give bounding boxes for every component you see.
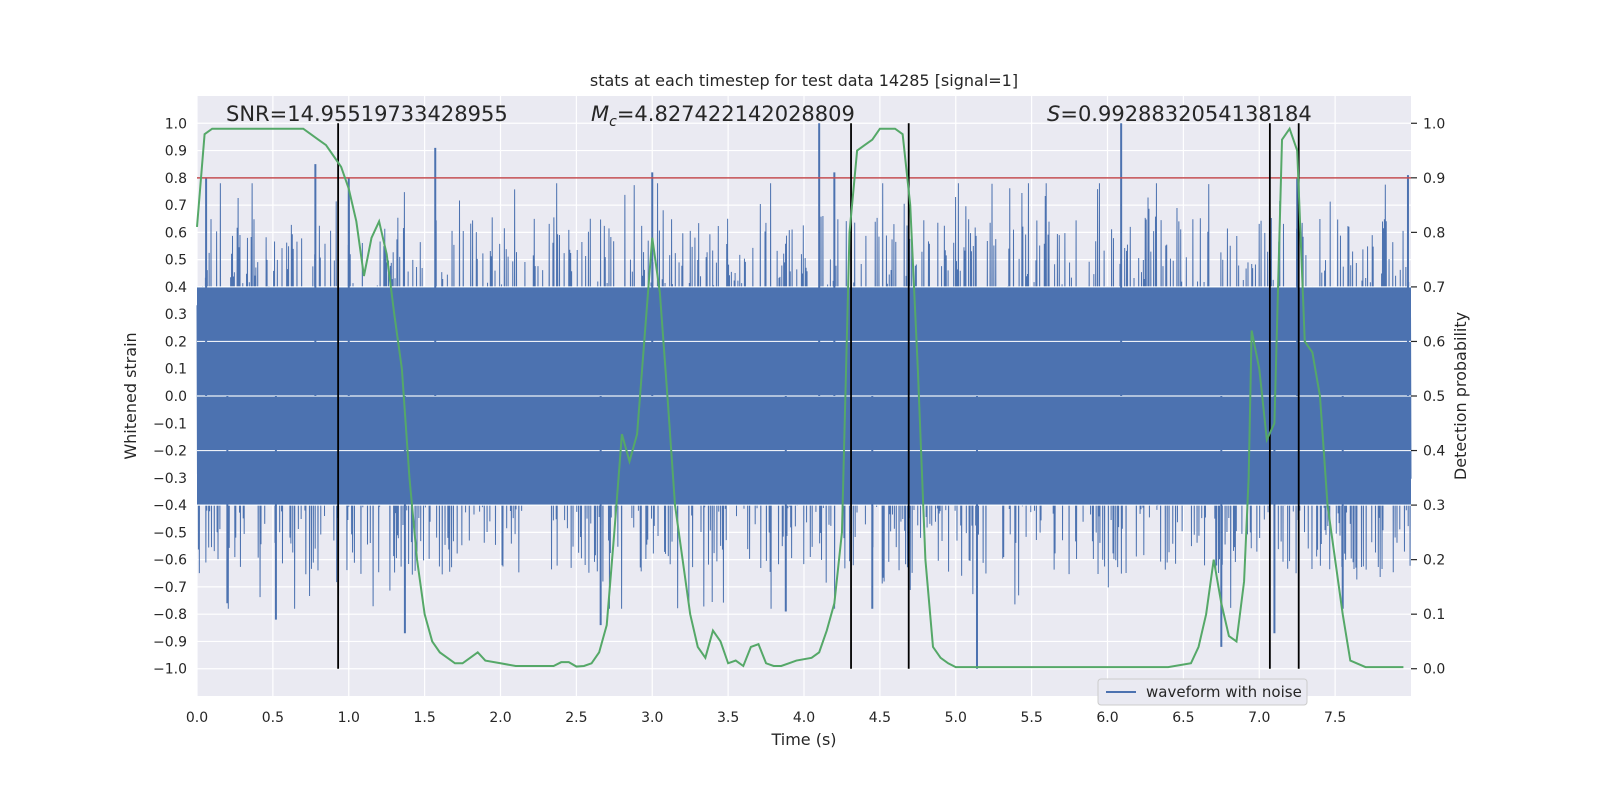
mc-value: =4.827422142028809 — [617, 102, 855, 126]
x-tick-label: 1.5 — [413, 710, 435, 726]
y-tick-label-left: −0.6 — [153, 553, 187, 569]
x-axis-title: Time (s) — [770, 730, 836, 749]
y-tick-label-right: 1.0 — [1423, 116, 1445, 132]
y-tick-label-left: −1.0 — [153, 662, 187, 678]
y-axis-title-left: Whitened strain — [121, 332, 140, 459]
x-tick-label: 0.0 — [186, 710, 208, 726]
x-tick-label: 1.0 — [338, 710, 360, 726]
y-tick-label-left: 0.5 — [165, 253, 187, 269]
y-tick-label-left: 0.0 — [165, 389, 187, 405]
x-tick-label: 3.5 — [717, 710, 739, 726]
y-tick-label-left: 0.9 — [165, 144, 187, 160]
x-tick-label: 3.0 — [641, 710, 663, 726]
detection-probability-line — [196, 126, 1404, 669]
mc-subscript: c — [609, 114, 617, 130]
y-tick-label-left: −0.3 — [153, 471, 187, 487]
x-tick-label: 7.5 — [1324, 710, 1346, 726]
plot-title: stats at each timestep for test data 142… — [590, 71, 1018, 90]
y-tick-label-left: 0.8 — [165, 171, 187, 187]
waveform-series — [196, 123, 1412, 669]
x-tick-label: 5.0 — [945, 710, 967, 726]
y-tick-label-right: 0.9 — [1423, 171, 1445, 187]
y-tick-label-left: 0.4 — [165, 280, 187, 296]
y-tick-label-left: −0.8 — [153, 607, 187, 623]
legend: waveform with noise — [1097, 678, 1308, 706]
y-tick-label-right: 0.2 — [1423, 553, 1445, 569]
x-tick-label: 5.5 — [1020, 710, 1042, 726]
legend-box — [1097, 678, 1308, 706]
y-tick-label-right: 0.6 — [1423, 334, 1445, 350]
x-tick-label: 6.5 — [1172, 710, 1194, 726]
y-tick-label-left: 0.2 — [165, 334, 187, 350]
x-tick-label: 2.5 — [565, 710, 587, 726]
x-tick-label: 7.0 — [1248, 710, 1270, 726]
y-tick-label-right: 0.0 — [1423, 662, 1445, 678]
y-tick-label-left: −0.1 — [153, 416, 187, 432]
y-tick-label-right: 0.1 — [1423, 607, 1445, 623]
y-tick-label-left: −0.5 — [153, 525, 187, 541]
y-tick-label-left: 0.7 — [165, 198, 187, 214]
y-tick-label-left: −0.2 — [153, 444, 187, 460]
y-tick-label-left: −0.9 — [153, 634, 187, 650]
s-value: =0.9928832054138184 — [1060, 102, 1311, 126]
x-tick-label: 0.5 — [262, 710, 284, 726]
x-tick-label: 2.0 — [489, 710, 511, 726]
y-tick-label-left: 0.1 — [165, 362, 187, 378]
y-tick-label-right: 0.8 — [1423, 225, 1445, 241]
x-tick-label: 4.0 — [793, 710, 815, 726]
x-tick-label: 6.0 — [1096, 710, 1118, 726]
y-tick-label-right: 0.5 — [1423, 389, 1445, 405]
snr-annotation: SNR=14.95519733428955 — [226, 102, 508, 126]
mc-annotation: Mc=4.827422142028809 — [591, 102, 855, 130]
y-tick-label-left: −0.4 — [153, 498, 187, 514]
y-tick-label-right: 0.3 — [1423, 498, 1445, 514]
legend-label: waveform with noise — [1146, 683, 1302, 701]
y-tick-label-left: 1.0 — [165, 116, 187, 132]
x-tick-label: 4.5 — [869, 710, 891, 726]
ticks: 0.0 0.5 1.0 1.5 2.0 2.5 3.0 3.5 4.0 4.5 5.0 5.5 6.0 6… — [153, 116, 1445, 726]
y-axis-title-right: Detection probability — [1451, 312, 1470, 480]
y-tick-label-right: 0.7 — [1423, 280, 1445, 296]
y-tick-label-left: 0.6 — [165, 225, 187, 241]
s-symbol: S — [1047, 102, 1060, 126]
mc-symbol: M — [591, 102, 609, 126]
y-tick-label-right: 0.4 — [1423, 444, 1445, 460]
y-tick-label-left: 0.3 — [165, 307, 187, 323]
y-tick-label-left: −0.7 — [153, 580, 187, 596]
s-annotation: S=0.9928832054138184 — [1047, 102, 1312, 126]
